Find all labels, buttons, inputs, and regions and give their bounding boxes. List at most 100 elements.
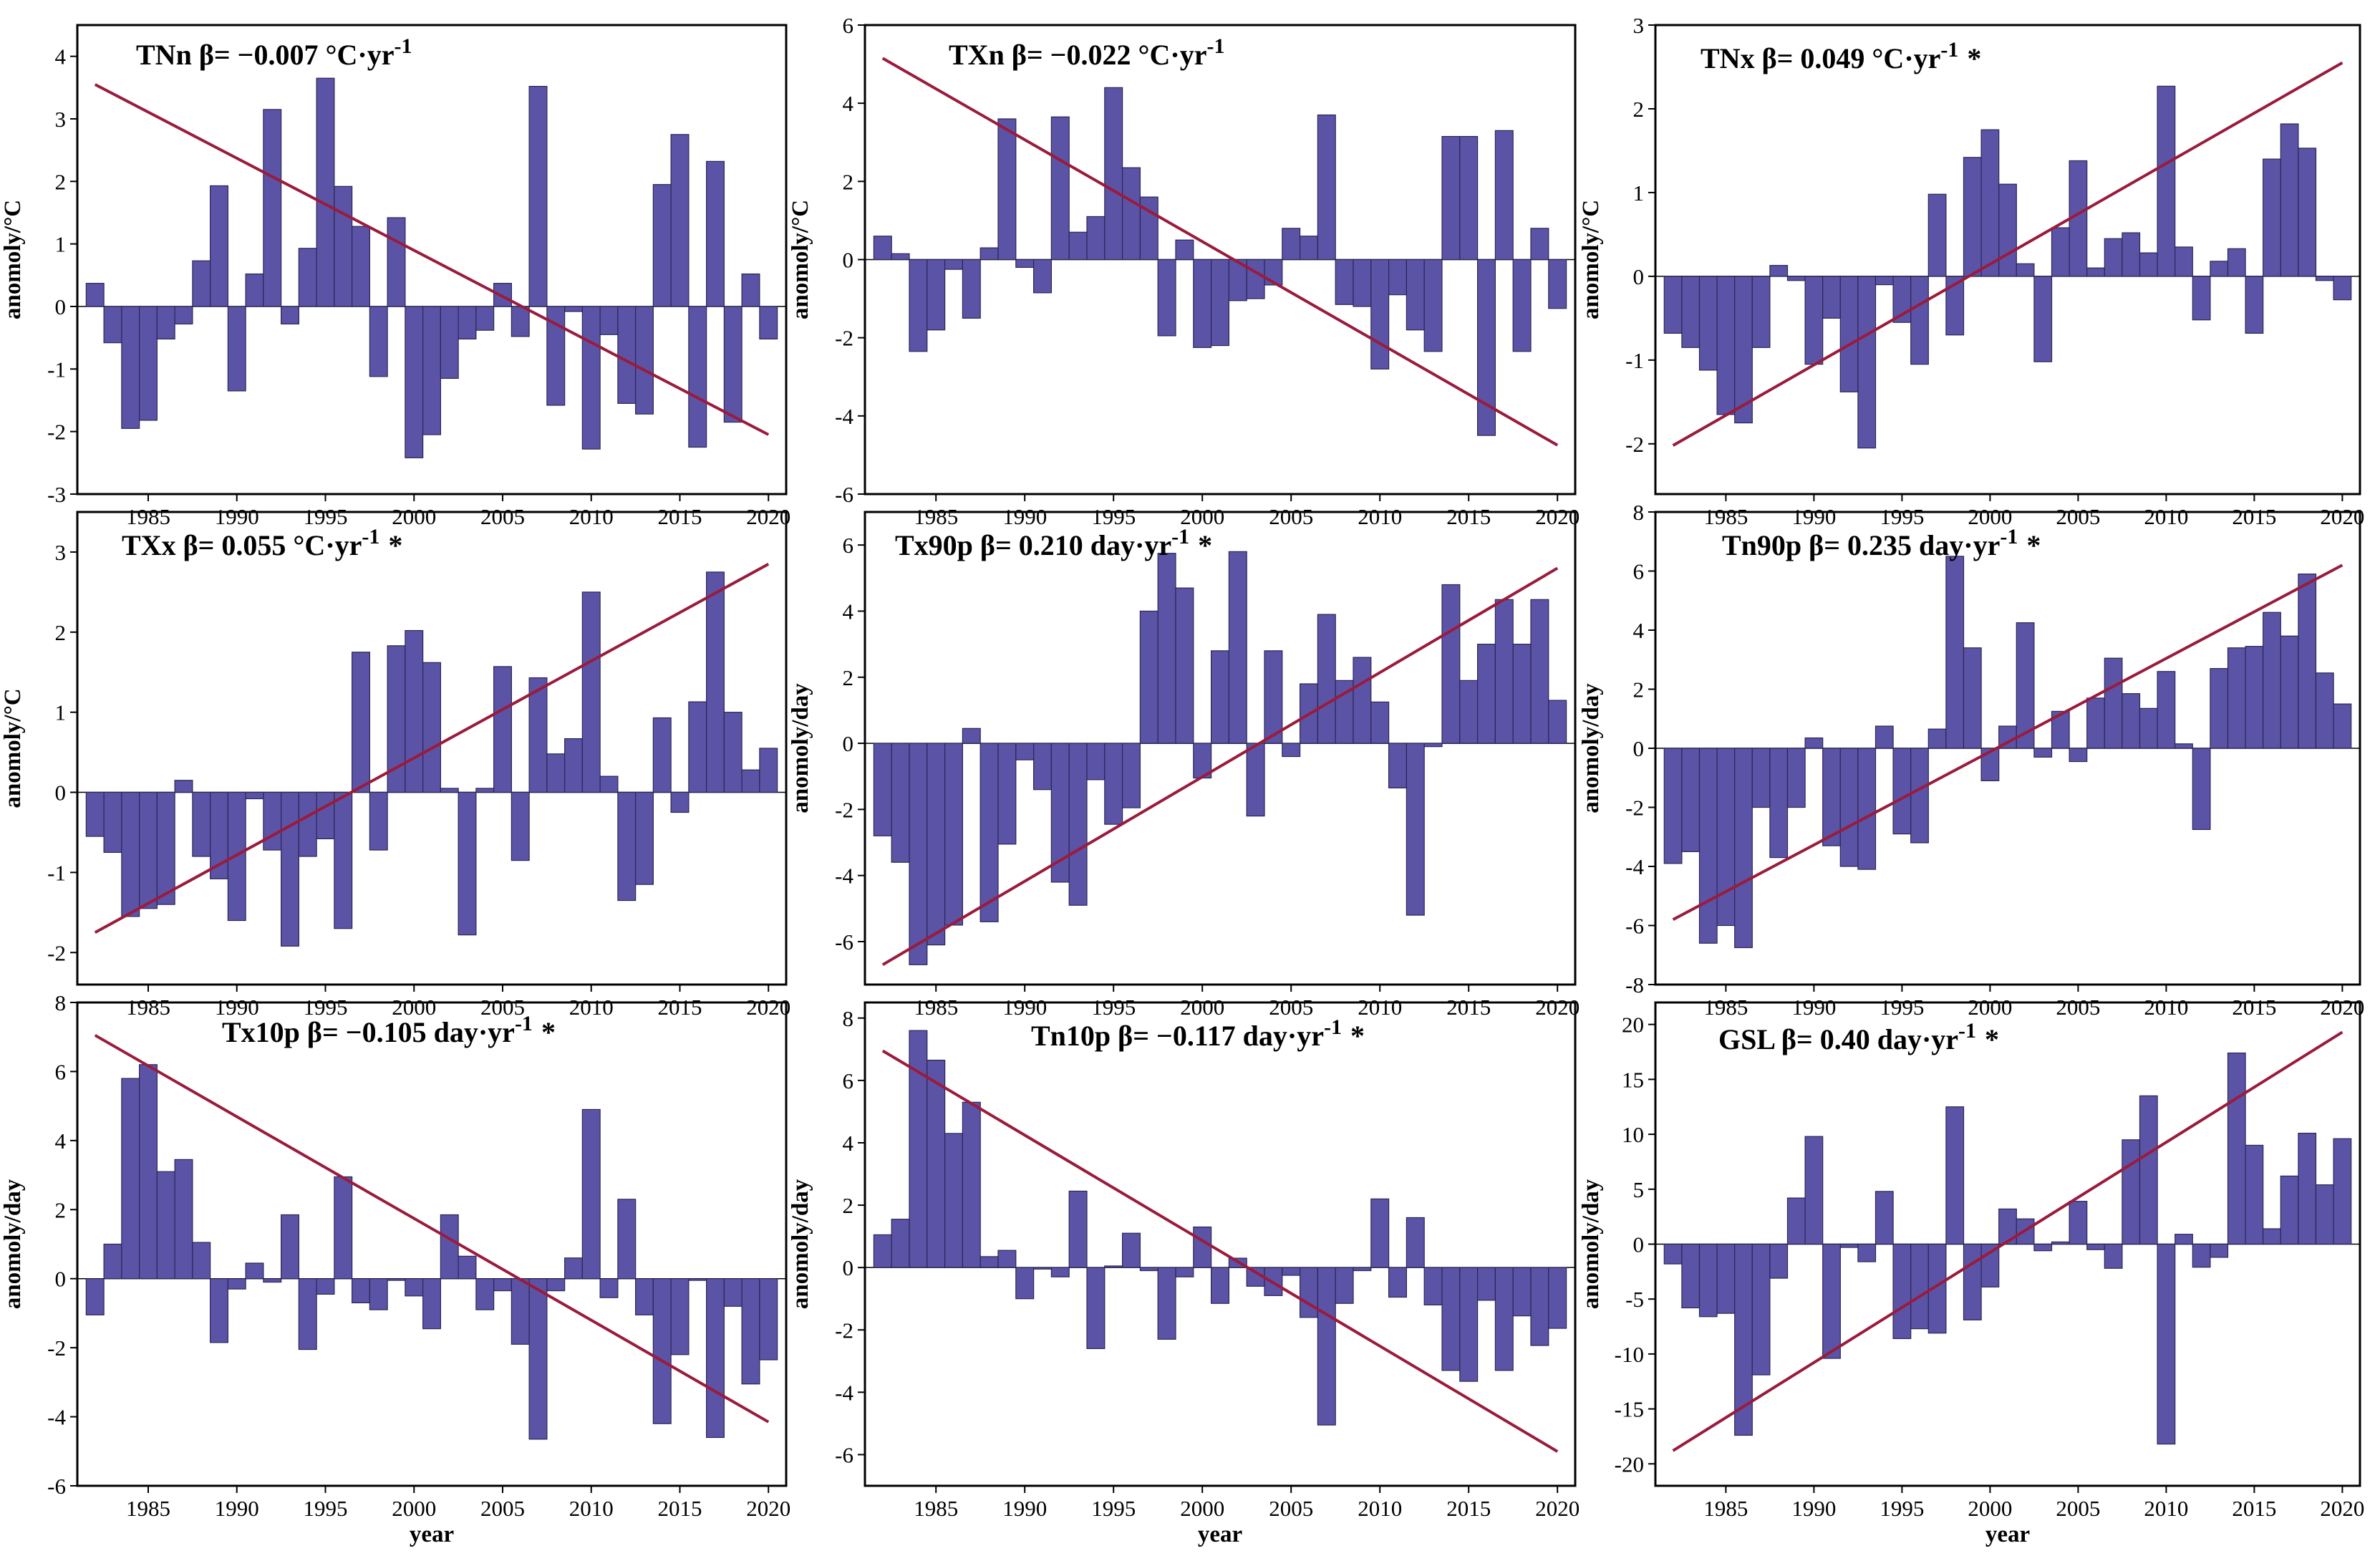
bar-1989	[997, 118, 1017, 261]
bar-1989	[1786, 748, 1806, 808]
y-axis-label: anomoly/°C	[1578, 200, 1604, 319]
bar-1985	[927, 1059, 946, 1268]
bar-2001	[1210, 1267, 1229, 1304]
y-tick-label: 8	[843, 1006, 854, 1031]
x-tick-label: 2015	[2232, 1496, 2276, 1521]
bar-2004	[2051, 227, 2070, 277]
panel-2: -6 -4 -2 0 2 4 6 1985 1990 1995 2000 2005 2010 2015 20…	[788, 13, 1580, 529]
bar-1992	[1839, 748, 1859, 867]
bar-2020	[759, 748, 778, 793]
bar-2007	[1317, 114, 1336, 261]
bar-2013	[635, 306, 654, 415]
bar-2013	[2210, 1243, 2229, 1258]
bar-2020	[1548, 258, 1567, 309]
bar-2015	[1459, 1267, 1479, 1382]
bar-1999	[1175, 587, 1194, 744]
panel-title: TXn β= −0.022 °C·yr-1	[949, 34, 1224, 71]
bar-2019	[741, 273, 760, 307]
bar-1992	[1050, 116, 1070, 261]
bar-1993	[1857, 1243, 1877, 1262]
bar-2019	[2315, 1184, 2334, 1245]
bar-2011	[2175, 246, 2193, 277]
bar-2009	[2139, 252, 2158, 277]
x-tick-label: 1985	[126, 995, 170, 1020]
x-tick-label: 2000	[1968, 995, 2012, 1020]
trend-line	[94, 1034, 770, 1424]
x-tick-label: 2005	[1269, 504, 1313, 529]
y-tick-label: 3	[55, 107, 67, 132]
bar-2008	[1335, 1267, 1354, 1304]
x-tick-label: 2000	[392, 995, 436, 1020]
bar-1990	[1804, 276, 1824, 365]
bar-1999	[387, 1278, 406, 1281]
bar-1985	[139, 306, 158, 421]
y-tick-label: 0	[55, 294, 67, 319]
x-tick-label: 1990	[1791, 1496, 1836, 1521]
y-tick-label: 2	[55, 620, 67, 645]
bar-1996	[1910, 1243, 1929, 1330]
bar-1988	[1769, 265, 1789, 277]
bar-2018	[2298, 1132, 2317, 1245]
y-tick-label: -2	[1625, 796, 1644, 821]
y-tick-label: 0	[1633, 264, 1645, 289]
y-tick-label: -6	[1625, 914, 1644, 939]
bar-2000	[405, 1278, 424, 1297]
bar-2017	[1494, 130, 1514, 261]
bar-2000	[1980, 1243, 2000, 1287]
bar-1982	[85, 283, 105, 307]
panel-1: -3 -2 -1 0 1 2 3 4 1985 1990 1995 2000 2005 2010 2015 2…	[0, 24, 790, 529]
x-axis-label: year	[1985, 1522, 2030, 1547]
bar-1994	[298, 1278, 317, 1350]
bar-2015	[670, 1278, 690, 1355]
bar-2005	[1282, 228, 1301, 261]
bar-1998	[1157, 1267, 1176, 1340]
bar-1987	[1751, 748, 1771, 808]
bar-2018	[1512, 1267, 1532, 1317]
bar-2010	[2157, 85, 2176, 277]
bar-1996	[1121, 167, 1141, 261]
bar-1983	[103, 791, 122, 854]
y-tick-label: -4	[1625, 854, 1644, 879]
y-tick-label: -6	[835, 1442, 853, 1467]
y-tick-label: -6	[47, 1474, 66, 1499]
bar-2015	[2245, 1144, 2264, 1245]
bar-2003	[458, 1255, 477, 1280]
bar-1984	[1698, 276, 1718, 371]
bar-2014	[652, 184, 672, 307]
bar-1990	[1015, 258, 1035, 269]
bar-2017	[2280, 1175, 2299, 1245]
bar-1998	[1157, 553, 1176, 744]
bar-2001	[422, 306, 441, 435]
x-tick-label: 2005	[2056, 1496, 2100, 1521]
x-tick-label: 1990	[1791, 504, 1836, 529]
bar-2006	[1299, 236, 1318, 261]
bar-2005	[493, 666, 512, 793]
bar-1986	[1734, 276, 1753, 424]
bar-2002	[2016, 1218, 2035, 1245]
bar-1993	[281, 1214, 299, 1280]
bar-1999	[1175, 1267, 1194, 1277]
bar-2006	[2086, 1243, 2105, 1250]
panel-title: Tn10p β= −0.117 day·yr-1 *	[1031, 1015, 1365, 1052]
bar-2017	[2280, 123, 2299, 277]
bar-1984	[121, 791, 140, 917]
bar-1987	[174, 780, 193, 793]
y-tick-label: 5	[1633, 1177, 1645, 1202]
bar-1982	[85, 791, 105, 837]
bar-1985	[927, 258, 946, 331]
bar-2017	[706, 160, 725, 307]
x-tick-label: 2005	[1269, 995, 1313, 1020]
x-axis-label: year	[410, 1522, 454, 1547]
bar-1998	[1157, 258, 1176, 337]
bar-1995	[1892, 1243, 1912, 1340]
bar-1987	[174, 1159, 193, 1280]
panel-8: -6 -4 -2 0 2 4 6 8 1985 1990 1995 2000 2005 2010 2015 2…	[788, 1001, 1580, 1547]
plot-frame	[864, 511, 1577, 986]
panel-title: Tx90p β= 0.210 day·yr-1 *	[895, 525, 1212, 561]
bar-2012	[2192, 1243, 2211, 1268]
bar-2010	[581, 1108, 601, 1280]
y-tick-label: 20	[1622, 1012, 1644, 1038]
bar-1987	[962, 728, 981, 744]
y-tick-label: -2	[1625, 432, 1644, 457]
bar-1997	[1139, 610, 1158, 744]
